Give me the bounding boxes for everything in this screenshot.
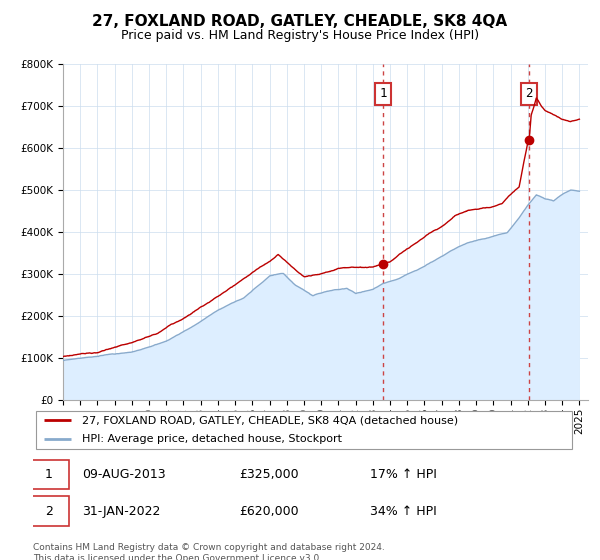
Text: 27, FOXLAND ROAD, GATLEY, CHEADLE, SK8 4QA: 27, FOXLAND ROAD, GATLEY, CHEADLE, SK8 4… <box>92 14 508 29</box>
Text: Contains HM Land Registry data © Crown copyright and database right 2024.
This d: Contains HM Land Registry data © Crown c… <box>33 543 385 560</box>
Text: £325,000: £325,000 <box>239 468 299 481</box>
Text: 34% ↑ HPI: 34% ↑ HPI <box>370 505 436 518</box>
Text: 2: 2 <box>45 505 53 518</box>
FancyBboxPatch shape <box>36 411 572 449</box>
Text: 31-JAN-2022: 31-JAN-2022 <box>82 505 160 518</box>
Text: Price paid vs. HM Land Registry's House Price Index (HPI): Price paid vs. HM Land Registry's House … <box>121 29 479 42</box>
Text: HPI: Average price, detached house, Stockport: HPI: Average price, detached house, Stoc… <box>82 435 342 445</box>
Text: 1: 1 <box>45 468 53 481</box>
Text: £620,000: £620,000 <box>239 505 299 518</box>
FancyBboxPatch shape <box>29 460 70 489</box>
Text: 2: 2 <box>526 87 533 100</box>
Text: 27, FOXLAND ROAD, GATLEY, CHEADLE, SK8 4QA (detached house): 27, FOXLAND ROAD, GATLEY, CHEADLE, SK8 4… <box>82 415 458 425</box>
Text: 09-AUG-2013: 09-AUG-2013 <box>82 468 166 481</box>
FancyBboxPatch shape <box>29 496 70 526</box>
Text: 1: 1 <box>379 87 387 100</box>
Text: 17% ↑ HPI: 17% ↑ HPI <box>370 468 437 481</box>
